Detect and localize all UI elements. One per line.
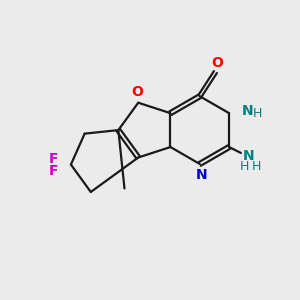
Text: N: N	[195, 168, 207, 182]
Text: H: H	[240, 160, 249, 173]
Text: F: F	[49, 164, 58, 178]
Text: F: F	[49, 152, 58, 166]
Text: H: H	[252, 160, 261, 173]
Text: H: H	[253, 107, 262, 120]
Text: N: N	[242, 149, 254, 163]
Text: O: O	[131, 85, 143, 99]
Text: N: N	[242, 104, 253, 118]
Text: O: O	[211, 56, 223, 70]
